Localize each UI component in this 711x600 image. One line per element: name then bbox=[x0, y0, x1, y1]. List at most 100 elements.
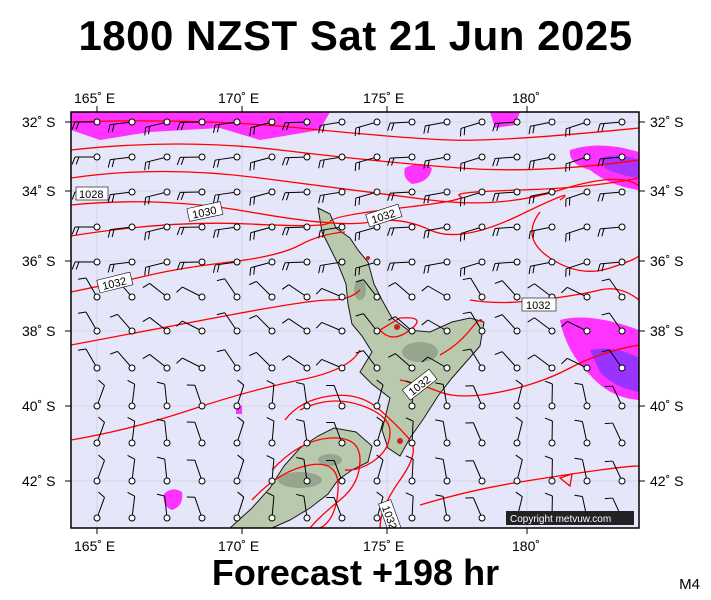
wind-barb-feather bbox=[144, 267, 147, 276]
wind-station-marker bbox=[513, 153, 521, 161]
wind-barb-feather bbox=[315, 288, 323, 295]
wind-station-marker bbox=[618, 258, 626, 266]
wind-barb-feather bbox=[459, 128, 462, 137]
wind-station-marker bbox=[233, 402, 241, 410]
wind-station-marker bbox=[163, 118, 171, 126]
wind-station-marker bbox=[163, 293, 171, 301]
wind-station-marker bbox=[478, 153, 486, 161]
wind-station-marker bbox=[303, 223, 311, 231]
isobar-label: 1030 bbox=[186, 201, 224, 222]
svg-text:1030: 1030 bbox=[191, 205, 217, 222]
wind-barb-feather bbox=[266, 492, 275, 497]
wind-barb-feather bbox=[180, 122, 185, 131]
wind-barb-feather bbox=[532, 160, 535, 169]
wind-barb-shaft bbox=[567, 320, 588, 332]
wind-station-marker bbox=[198, 402, 206, 410]
wind-barb-feather bbox=[111, 194, 115, 203]
wind-barb-feather bbox=[574, 382, 583, 385]
wind-barb-feather bbox=[358, 161, 361, 170]
wind-station-marker bbox=[128, 327, 136, 335]
wind-barb-feather bbox=[528, 266, 531, 275]
wind-barb-feather bbox=[249, 162, 252, 171]
wind-barb-feather bbox=[494, 280, 503, 285]
wind-station-marker bbox=[198, 118, 206, 126]
lat-label-left: 40˚ S bbox=[22, 398, 55, 414]
wind-station-marker bbox=[338, 514, 346, 522]
wind-barb-feather bbox=[527, 354, 535, 360]
wind-station-marker bbox=[338, 258, 346, 266]
wind-barb-shaft bbox=[85, 277, 98, 298]
wind-barb-feather bbox=[423, 265, 426, 274]
wind-barb-shaft bbox=[164, 459, 168, 482]
wind-station-marker bbox=[303, 439, 311, 447]
wind-barb-feather bbox=[604, 385, 613, 388]
wind-barb-feather bbox=[285, 262, 290, 271]
wind-station-marker bbox=[268, 188, 276, 196]
wind-barb-feather bbox=[463, 162, 466, 171]
wind-station-marker bbox=[338, 153, 346, 161]
wind-barb-feather bbox=[387, 122, 391, 131]
wind-station-marker bbox=[408, 188, 416, 196]
wind-barb-feather bbox=[391, 227, 395, 236]
wind-barb-feather bbox=[98, 379, 105, 386]
wind-barb-feather bbox=[216, 312, 225, 316]
wind-station-marker bbox=[128, 153, 136, 161]
wind-barb-shaft bbox=[470, 348, 483, 369]
wind-barb-feather bbox=[156, 493, 165, 497]
wind-station-marker bbox=[93, 402, 101, 410]
wind-barb-feather bbox=[544, 455, 553, 460]
wind-station-marker bbox=[198, 327, 206, 335]
wind-barb-feather bbox=[527, 283, 535, 289]
wind-station-marker bbox=[513, 118, 521, 126]
wind-station-marker bbox=[198, 258, 206, 266]
wind-barb-feather bbox=[561, 357, 568, 365]
wind-barb-feather bbox=[391, 122, 395, 131]
wind-station-marker bbox=[163, 223, 171, 231]
wind-station-marker bbox=[233, 514, 241, 522]
wind-barb-feather bbox=[127, 416, 135, 422]
wind-station-marker bbox=[268, 402, 276, 410]
wind-barb-feather bbox=[176, 192, 181, 201]
wind-barb-feather bbox=[532, 195, 535, 204]
wind-barb-feather bbox=[388, 282, 396, 287]
wind-station-marker bbox=[548, 188, 556, 196]
wind-barb-shaft bbox=[363, 313, 378, 332]
wind-station-marker bbox=[233, 223, 241, 231]
wind-station-marker bbox=[618, 364, 626, 372]
wind-barb-feather bbox=[107, 159, 111, 168]
wind-barb-feather bbox=[75, 226, 80, 235]
wind-barb-feather bbox=[388, 353, 396, 358]
wind-barb-feather bbox=[318, 160, 321, 169]
wind-station-marker bbox=[618, 153, 626, 161]
wind-station-marker bbox=[128, 477, 136, 485]
wind-barb-feather bbox=[285, 157, 290, 166]
wind-station-marker bbox=[443, 118, 451, 126]
wind-barb-feather bbox=[459, 268, 462, 277]
wind-barb-shaft bbox=[427, 285, 448, 298]
wind-station-marker bbox=[198, 153, 206, 161]
wind-station-marker bbox=[93, 258, 101, 266]
wind-station-marker bbox=[443, 153, 451, 161]
wind-barb-feather bbox=[387, 262, 391, 271]
wind-barb-feather bbox=[148, 266, 150, 275]
wind-barb-feather bbox=[144, 232, 147, 241]
wind-barb-feather bbox=[601, 193, 605, 202]
wind-barb-feather bbox=[601, 278, 610, 282]
wind-station-marker bbox=[408, 402, 416, 410]
wind-barb-feather bbox=[601, 349, 610, 353]
wind-barb-feather bbox=[597, 193, 601, 202]
wind-barb-feather bbox=[427, 125, 430, 134]
wind-station-marker bbox=[128, 118, 136, 126]
wind-station-marker bbox=[198, 477, 206, 485]
rain-area bbox=[163, 489, 183, 510]
wind-barb-feather bbox=[528, 161, 531, 170]
wind-station-marker bbox=[408, 439, 416, 447]
wind-barb-shaft bbox=[236, 384, 245, 407]
wind-station-marker bbox=[583, 293, 591, 301]
wind-station-marker bbox=[303, 402, 311, 410]
wind-station-marker bbox=[198, 364, 206, 372]
rain-area bbox=[490, 112, 520, 128]
wind-barb-feather bbox=[322, 124, 325, 133]
wind-barb-shaft bbox=[236, 496, 245, 519]
